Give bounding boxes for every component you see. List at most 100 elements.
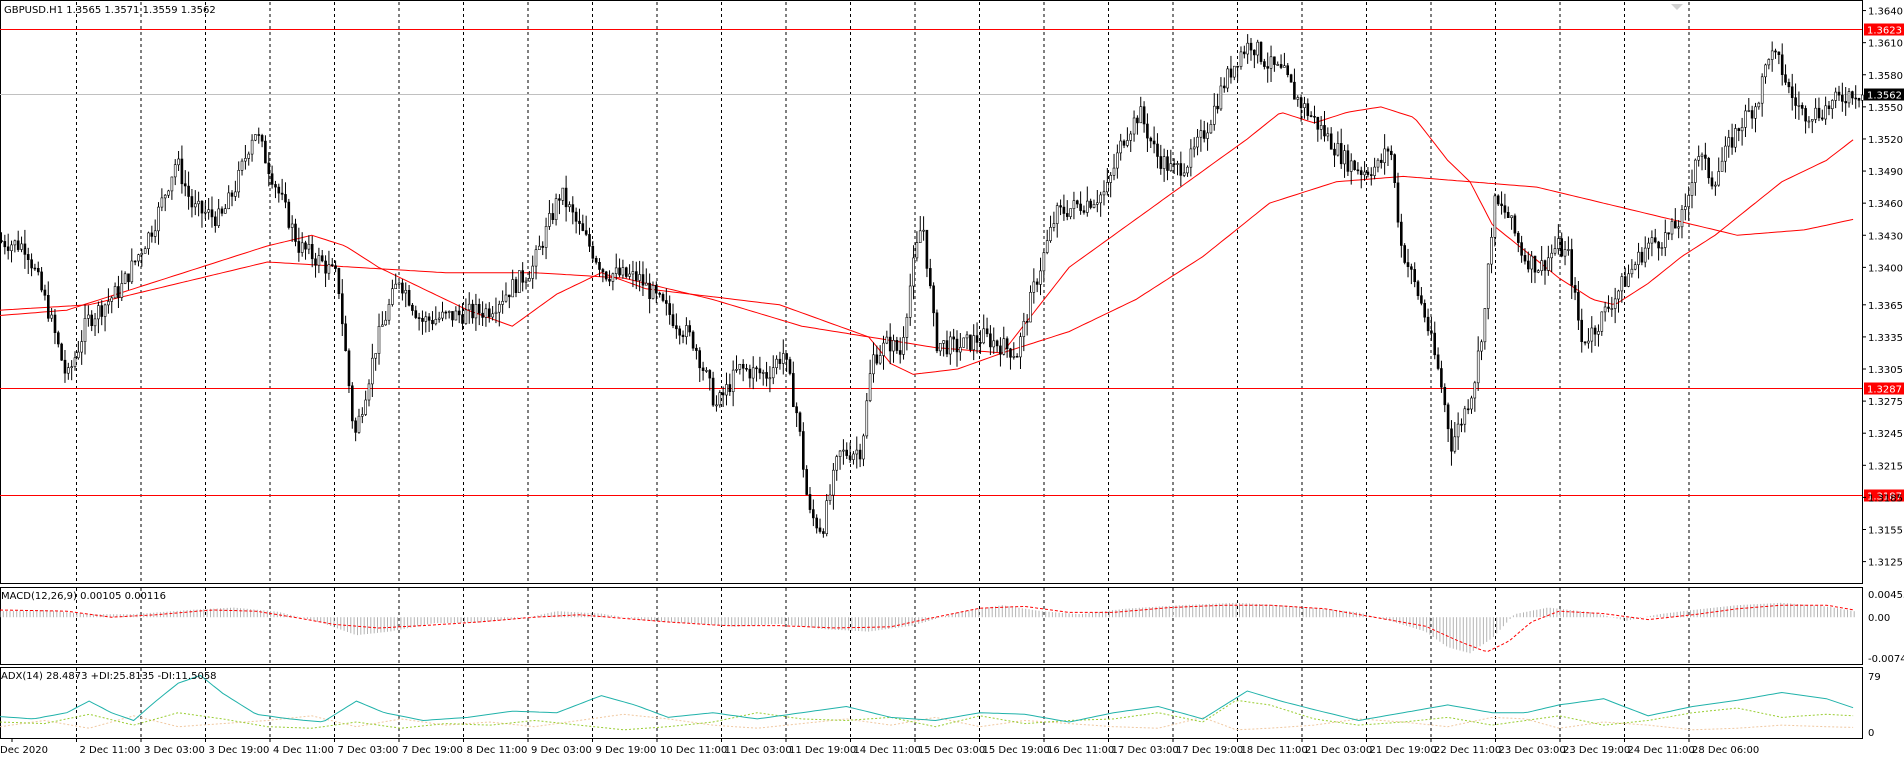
time-tick-label: 15 Dec 19:00 bbox=[983, 745, 1050, 756]
candle-body bbox=[87, 314, 90, 319]
candle-body bbox=[875, 354, 879, 364]
candle-body bbox=[594, 257, 598, 263]
candle-body bbox=[3, 241, 7, 248]
candle-body bbox=[925, 229, 929, 269]
candle-body bbox=[842, 449, 845, 452]
candle-body bbox=[962, 337, 966, 348]
time-tick-label: 11 Dec 03:00 bbox=[725, 745, 792, 756]
candle-body bbox=[1022, 320, 1026, 337]
candle-body bbox=[1684, 206, 1687, 210]
candle-body bbox=[1533, 255, 1537, 273]
candle-body bbox=[1807, 120, 1811, 123]
candle-body bbox=[668, 303, 672, 315]
candle-body bbox=[1223, 85, 1226, 89]
candle-body bbox=[140, 253, 144, 256]
candle-body bbox=[1573, 285, 1577, 293]
candle-body bbox=[287, 201, 291, 228]
candle-body bbox=[1697, 156, 1700, 161]
time-tick-label: 9 Dec 19:00 bbox=[596, 745, 657, 756]
candle-body bbox=[858, 449, 862, 460]
candle-body bbox=[1847, 91, 1851, 104]
candle-body bbox=[1620, 276, 1624, 292]
candle-body bbox=[143, 248, 147, 254]
candle-body bbox=[1537, 270, 1540, 273]
price-tick-label: 1.3460 bbox=[1868, 199, 1903, 210]
candle-body bbox=[1092, 204, 1096, 208]
candle-body bbox=[658, 292, 662, 295]
time-tick-label: 21 Dec 19:00 bbox=[1370, 745, 1437, 756]
candle-body bbox=[267, 162, 271, 174]
candle-body bbox=[344, 323, 347, 351]
candle-body bbox=[705, 370, 708, 372]
candle-body bbox=[755, 367, 758, 370]
candle-body bbox=[1199, 130, 1203, 138]
candle-body bbox=[1453, 436, 1457, 452]
candle-body bbox=[194, 203, 197, 208]
candle-body bbox=[1841, 94, 1844, 102]
candle-body bbox=[1129, 133, 1132, 141]
candle-body bbox=[1784, 74, 1787, 83]
candle-body bbox=[277, 186, 281, 194]
candle-body bbox=[885, 336, 889, 344]
candle-body bbox=[507, 294, 511, 298]
level-price-box bbox=[1864, 489, 1904, 502]
candle-body bbox=[1727, 137, 1730, 147]
candle-body bbox=[214, 216, 217, 226]
candle-body bbox=[207, 209, 210, 213]
candle-body bbox=[538, 245, 541, 250]
candle-body bbox=[200, 200, 204, 214]
candle-body bbox=[1416, 281, 1420, 297]
candle-body bbox=[73, 357, 77, 367]
candle-body bbox=[83, 318, 87, 342]
candle-body bbox=[992, 340, 996, 348]
candle-body bbox=[1603, 306, 1607, 313]
candle-body bbox=[1837, 91, 1841, 96]
candle-body bbox=[204, 211, 207, 214]
candle-body bbox=[1319, 125, 1323, 130]
candle-body bbox=[571, 204, 575, 213]
candle-body bbox=[337, 268, 341, 294]
candle-body bbox=[628, 273, 631, 277]
candle-body bbox=[888, 336, 892, 352]
candle-body bbox=[761, 372, 765, 374]
candle-body bbox=[641, 274, 645, 286]
candle-body bbox=[307, 244, 311, 250]
candle-body bbox=[898, 350, 902, 355]
candle-body bbox=[1794, 97, 1797, 106]
candle-body bbox=[1333, 148, 1336, 156]
candle-body bbox=[1253, 49, 1256, 56]
candle-body bbox=[902, 337, 905, 355]
candle-body bbox=[494, 311, 498, 315]
candle-body bbox=[1436, 354, 1440, 369]
level-price-box bbox=[1864, 23, 1904, 36]
candle-body bbox=[264, 140, 267, 164]
candle-body bbox=[1737, 128, 1741, 132]
candle-body bbox=[16, 240, 20, 250]
candle-body bbox=[1637, 251, 1640, 265]
candle-body bbox=[805, 469, 809, 495]
price-tick-label: 1.3365 bbox=[1868, 301, 1903, 312]
level-price-box bbox=[1864, 382, 1904, 395]
candle-body bbox=[1747, 110, 1751, 112]
candle-body bbox=[1012, 355, 1016, 358]
candle-body bbox=[1226, 68, 1229, 89]
scroll-marker-icon[interactable] bbox=[1671, 4, 1683, 10]
candle-body bbox=[985, 328, 989, 335]
candle-body bbox=[330, 264, 334, 267]
candle-body bbox=[217, 208, 220, 226]
candle-body bbox=[1590, 327, 1594, 342]
macd-panel-frame bbox=[0, 587, 1863, 665]
adx-line bbox=[0, 674, 1854, 723]
candle-body bbox=[972, 335, 976, 351]
candle-body bbox=[257, 134, 261, 136]
price-tick-label: 1.3580 bbox=[1868, 71, 1903, 82]
candle-body bbox=[1152, 140, 1156, 145]
candle-body bbox=[1640, 251, 1644, 263]
candle-body bbox=[721, 392, 725, 396]
candle-body bbox=[568, 204, 571, 208]
candle-body bbox=[1704, 154, 1707, 159]
candle-body bbox=[1035, 281, 1039, 285]
candle-body bbox=[1506, 212, 1510, 219]
candle-body bbox=[1189, 148, 1193, 168]
